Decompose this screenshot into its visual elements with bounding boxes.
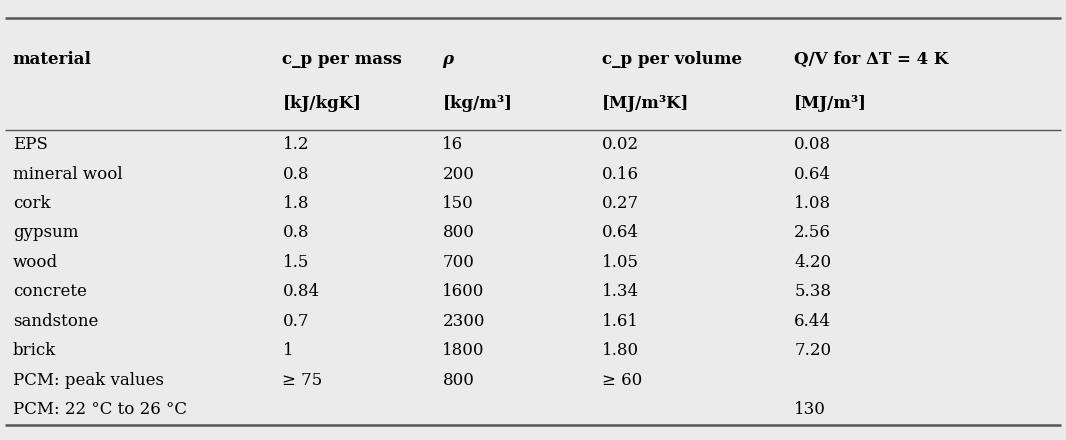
Text: 4.20: 4.20 bbox=[794, 254, 831, 271]
Text: c_p per mass: c_p per mass bbox=[282, 51, 402, 68]
Text: 16: 16 bbox=[442, 136, 464, 153]
Text: 1.2: 1.2 bbox=[282, 136, 309, 153]
Text: c_p per volume: c_p per volume bbox=[602, 51, 742, 68]
Text: EPS: EPS bbox=[13, 136, 48, 153]
Text: 1: 1 bbox=[282, 342, 293, 359]
Text: Q/V for ΔT = 4 K: Q/V for ΔT = 4 K bbox=[794, 51, 949, 68]
Text: 0.8: 0.8 bbox=[282, 165, 309, 183]
Text: ≥ 60: ≥ 60 bbox=[602, 372, 643, 389]
Text: 0.64: 0.64 bbox=[602, 224, 640, 242]
Text: concrete: concrete bbox=[13, 283, 86, 301]
Text: 150: 150 bbox=[442, 195, 474, 212]
Text: 0.7: 0.7 bbox=[282, 313, 309, 330]
Text: sandstone: sandstone bbox=[13, 313, 98, 330]
Text: 0.02: 0.02 bbox=[602, 136, 640, 153]
Text: 1.08: 1.08 bbox=[794, 195, 831, 212]
Text: PCM: peak values: PCM: peak values bbox=[13, 372, 164, 389]
Text: 1800: 1800 bbox=[442, 342, 485, 359]
Text: 0.27: 0.27 bbox=[602, 195, 640, 212]
Text: cork: cork bbox=[13, 195, 50, 212]
Text: 0.64: 0.64 bbox=[794, 165, 831, 183]
Text: PCM: 22 °C to 26 °C: PCM: 22 °C to 26 °C bbox=[13, 401, 187, 418]
Text: 800: 800 bbox=[442, 372, 474, 389]
Text: 1.61: 1.61 bbox=[602, 313, 640, 330]
Text: mineral wool: mineral wool bbox=[13, 165, 123, 183]
Text: 6.44: 6.44 bbox=[794, 313, 831, 330]
Text: 700: 700 bbox=[442, 254, 474, 271]
Text: brick: brick bbox=[13, 342, 56, 359]
Text: 1.34: 1.34 bbox=[602, 283, 640, 301]
Text: 1.80: 1.80 bbox=[602, 342, 640, 359]
Text: ρ: ρ bbox=[442, 51, 453, 68]
Text: material: material bbox=[13, 51, 92, 68]
Text: 0.84: 0.84 bbox=[282, 283, 320, 301]
Text: 1.5: 1.5 bbox=[282, 254, 309, 271]
Text: 800: 800 bbox=[442, 224, 474, 242]
Text: [MJ/m³K]: [MJ/m³K] bbox=[602, 95, 690, 112]
Text: 0.16: 0.16 bbox=[602, 165, 640, 183]
Text: 1600: 1600 bbox=[442, 283, 485, 301]
Text: [kg/m³]: [kg/m³] bbox=[442, 95, 513, 112]
Text: ≥ 75: ≥ 75 bbox=[282, 372, 323, 389]
Text: 2300: 2300 bbox=[442, 313, 485, 330]
Text: gypsum: gypsum bbox=[13, 224, 78, 242]
Text: 200: 200 bbox=[442, 165, 474, 183]
Text: 0.08: 0.08 bbox=[794, 136, 831, 153]
Text: [kJ/kgK]: [kJ/kgK] bbox=[282, 95, 361, 112]
Text: wood: wood bbox=[13, 254, 58, 271]
Text: 7.20: 7.20 bbox=[794, 342, 831, 359]
Text: 2.56: 2.56 bbox=[794, 224, 831, 242]
Text: 130: 130 bbox=[794, 401, 826, 418]
Text: [MJ/m³]: [MJ/m³] bbox=[794, 95, 867, 112]
Text: 5.38: 5.38 bbox=[794, 283, 831, 301]
Text: 1.8: 1.8 bbox=[282, 195, 309, 212]
Text: 1.05: 1.05 bbox=[602, 254, 640, 271]
Text: 0.8: 0.8 bbox=[282, 224, 309, 242]
